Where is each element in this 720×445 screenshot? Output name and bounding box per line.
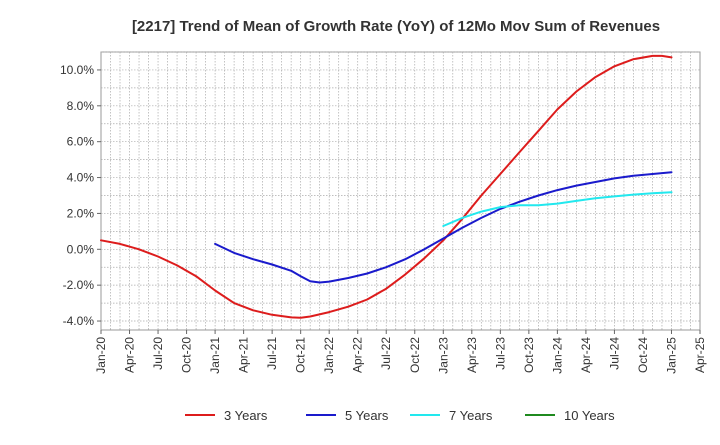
x-tick-label: Oct-22 [408,337,422,373]
axis-layer: -4.0% -2.0% 0.0% 2.0% 4.0% 6.0% 8.0% 10.0% Jan-2… [60,63,707,374]
grid-layer [100,51,701,331]
x-tick-label: Jan-20 [94,337,108,374]
y-tick-label: 6.0% [67,135,95,149]
legend-label-3-years: 3 Years [224,408,268,423]
series-line-5-years [214,171,673,284]
x-tick-label: Oct-24 [636,337,650,373]
legend-label-7-years: 7 Years [449,408,493,423]
x-tick-label: Oct-20 [180,337,194,373]
y-tick-label: 4.0% [67,171,95,185]
x-tick-label: Jul-24 [607,337,621,370]
y-tick-label: -4.0% [63,314,95,328]
legend: 3 Years 5 Years 7 Years 10 Years [185,408,615,423]
x-tick-label: Apr-23 [465,337,479,373]
chart-title: [2217] Trend of Mean of Growth Rate (YoY… [132,18,660,35]
x-tick-label: Jan-24 [550,337,564,374]
x-tick-label: Apr-20 [123,337,137,373]
x-tick-label: Jan-25 [664,337,678,374]
x-tick-label: Oct-21 [294,337,308,373]
x-tick-label: Apr-22 [351,337,365,373]
x-tick-label: Jan-22 [322,337,336,374]
x-tick-label: Jan-21 [208,337,222,374]
legend-label-10-years: 10 Years [564,408,615,423]
plot-area [100,51,701,331]
x-tick-label: Jul-20 [151,337,165,370]
x-tick-label: Jul-21 [265,337,279,370]
x-tick-label: Apr-24 [579,337,593,373]
y-tick-label: 0.0% [67,242,95,256]
x-tick-label: Apr-21 [237,337,251,373]
x-tick-label: Jul-22 [379,337,393,370]
x-tick-label: Apr-25 [693,337,707,373]
series-layer [100,54,673,319]
series-line-7-years [442,191,673,227]
x-tick-label: Oct-23 [522,337,536,373]
legend-label-5-years: 5 Years [345,408,389,423]
y-tick-label: 10.0% [60,63,94,77]
x-tick-label: Jul-23 [493,337,507,370]
y-tick-label: 8.0% [67,99,95,113]
y-tick-label: 2.0% [67,206,95,220]
x-tick-label: Jan-23 [436,337,450,374]
series-line-3-years [100,54,673,319]
y-tick-label: -2.0% [63,278,95,292]
